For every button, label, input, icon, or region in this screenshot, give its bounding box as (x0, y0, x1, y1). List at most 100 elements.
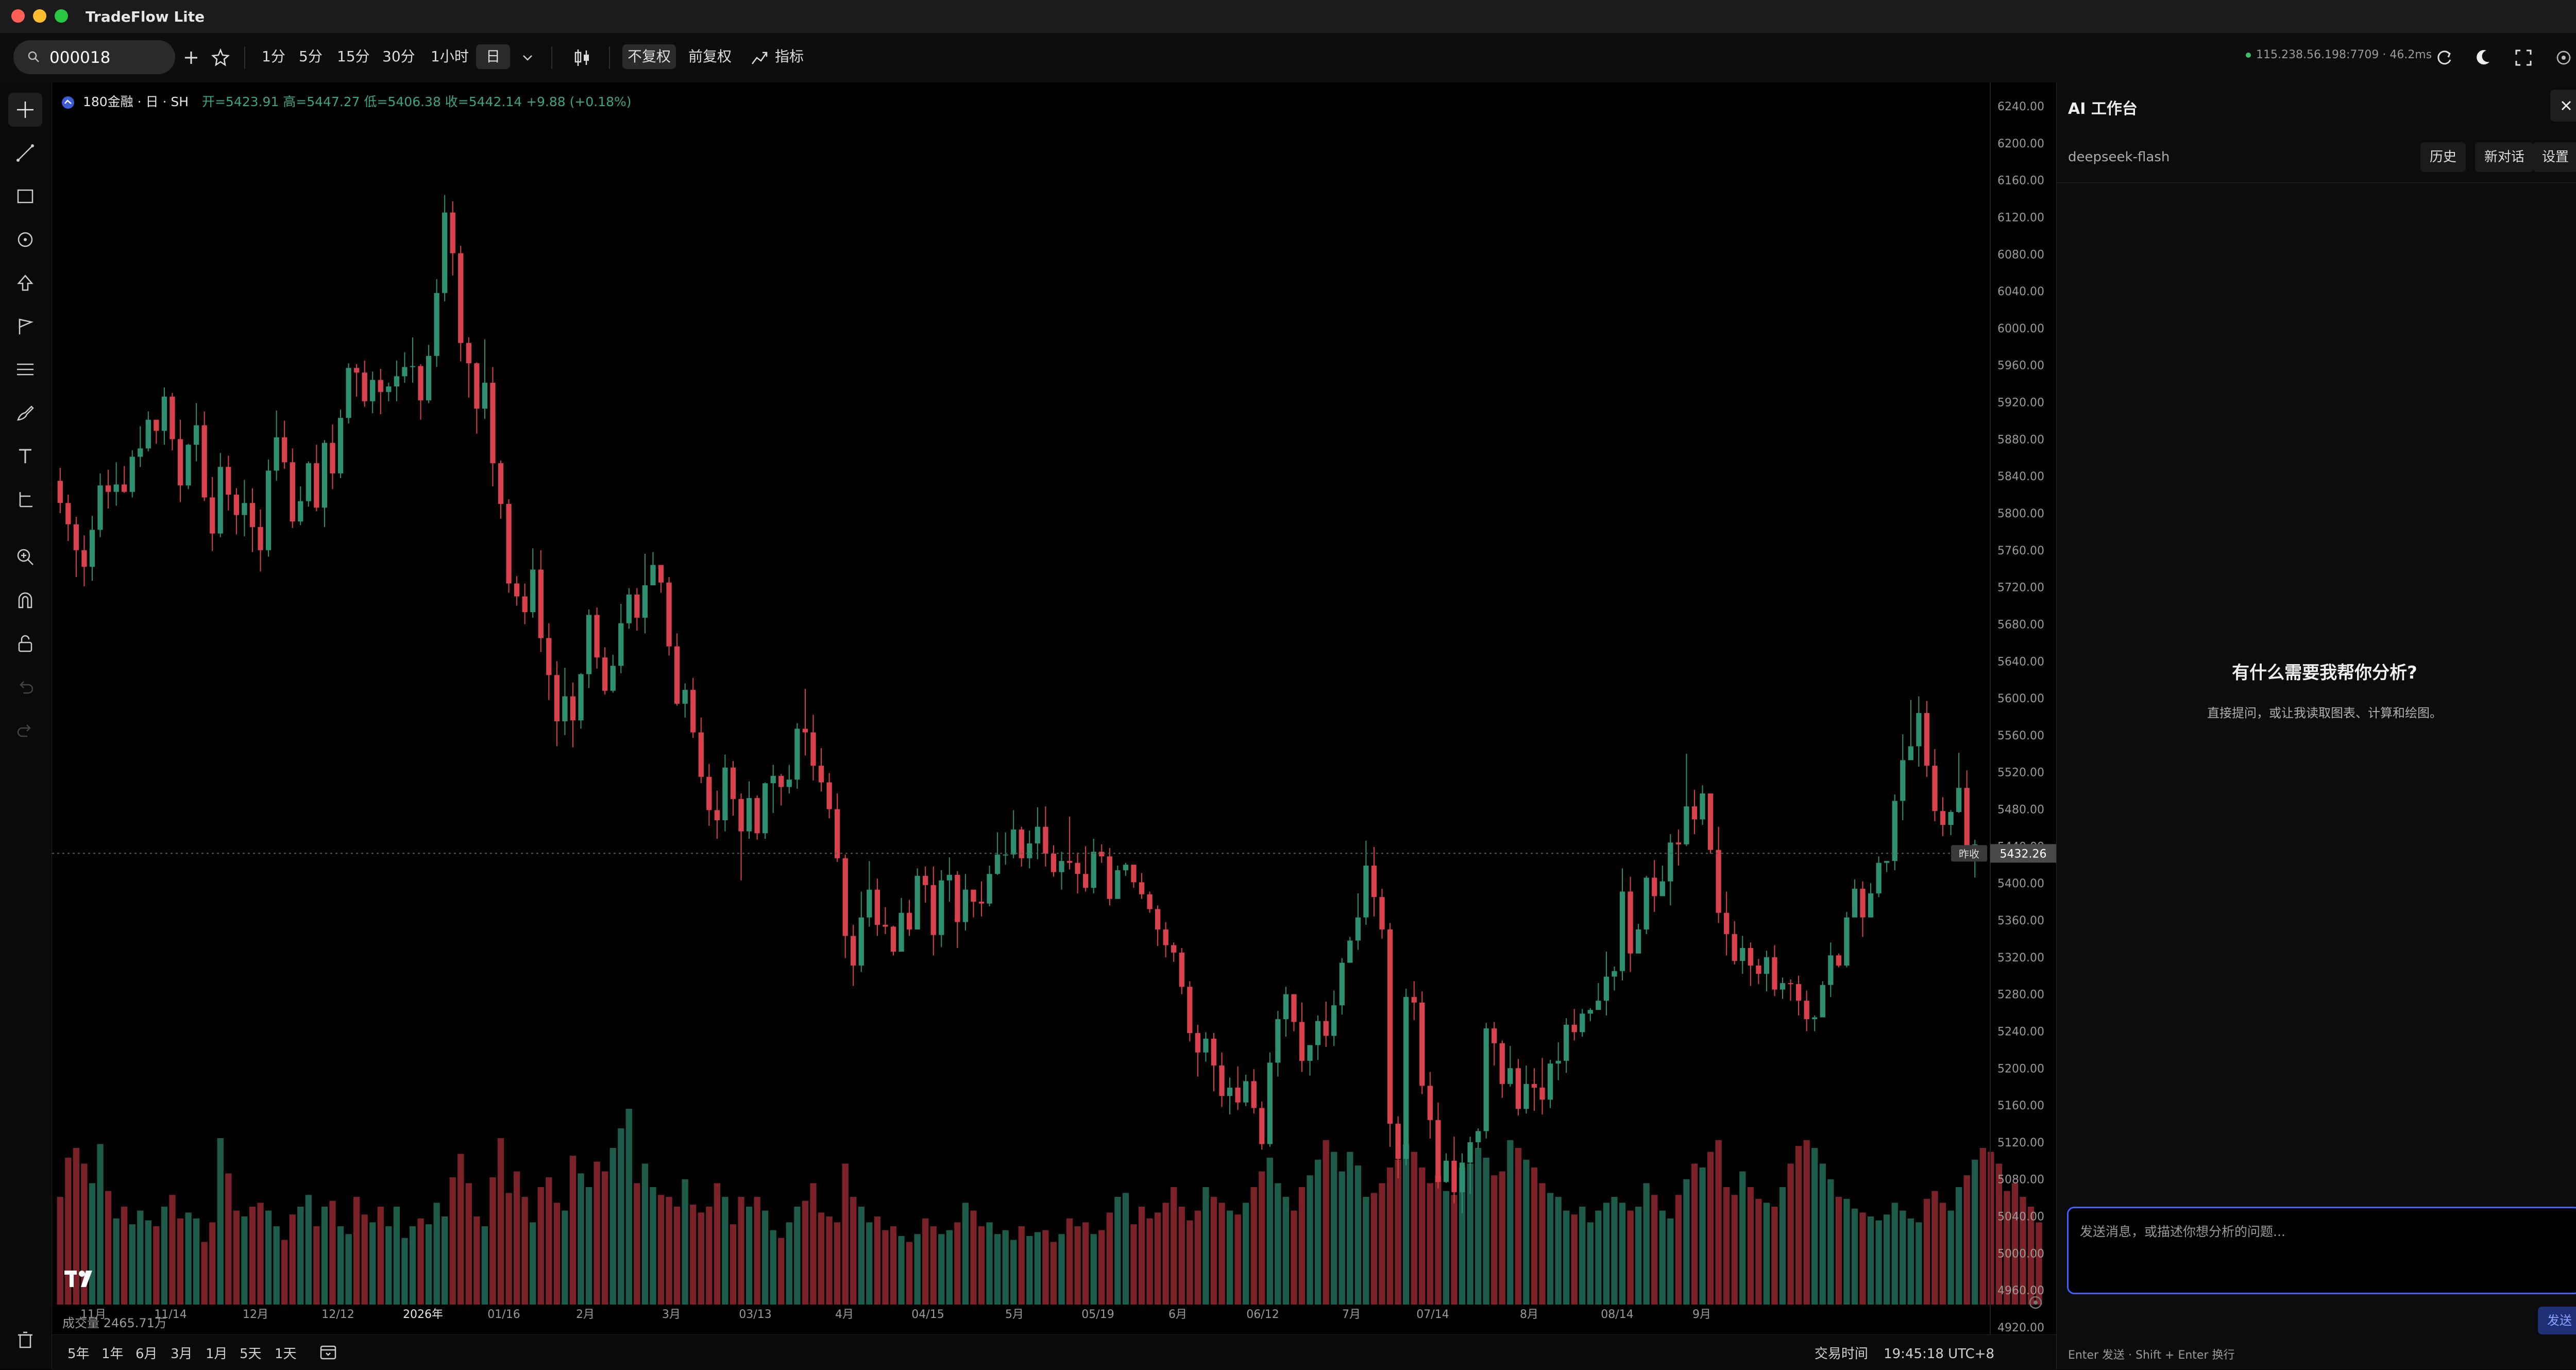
lock-tool-button[interactable] (8, 627, 42, 661)
volume-bar (537, 1187, 544, 1305)
indicators-button[interactable]: 指标 (775, 48, 804, 65)
rectangle-tool-button[interactable] (8, 179, 42, 213)
candle-style-icon[interactable] (572, 45, 592, 70)
interval-5m[interactable]: 5分 (299, 48, 323, 65)
volume-bar (1250, 1187, 1257, 1305)
circle-tool-button[interactable] (8, 223, 42, 257)
candle-body (1628, 891, 1633, 954)
interval-day[interactable]: 日 (476, 44, 510, 69)
volume-bar (874, 1216, 881, 1305)
candlestick-chart[interactable]: 6240.00 6200.00 6160.00 6120.00 6080.00 6040.… (52, 82, 2056, 1334)
ai-history-button[interactable]: 历史 (2420, 142, 2466, 172)
candle-body (274, 437, 279, 471)
target-icon[interactable] (2552, 45, 2575, 70)
brush-tool-button[interactable] (8, 396, 42, 430)
trash-icon (18, 1331, 32, 1348)
interval-1h[interactable]: 1小时 (431, 48, 469, 65)
window-close-button[interactable] (11, 9, 25, 23)
range-1y[interactable]: 1年 (101, 1346, 124, 1362)
candle-body (1740, 948, 1745, 961)
candle-body (786, 780, 792, 787)
volume-bar (1867, 1216, 1874, 1305)
candle-body (1475, 1131, 1481, 1142)
crosshair-tool-button[interactable] (8, 93, 42, 127)
calendar-icon[interactable] (319, 1343, 337, 1361)
candle-body (634, 595, 640, 618)
volume-bar (73, 1148, 80, 1305)
range-3m[interactable]: 3月 (171, 1346, 193, 1362)
candle-body (1019, 830, 1024, 858)
zoom-tool-button[interactable] (8, 540, 42, 574)
indicator-icon[interactable] (750, 45, 769, 70)
ai-send-button[interactable]: 发送 (2538, 1307, 2576, 1334)
window-minimize-button[interactable] (33, 9, 46, 23)
redo-button[interactable] (8, 713, 42, 747)
delete-drawings-button[interactable] (8, 1323, 42, 1357)
range-1d[interactable]: 1天 (275, 1346, 297, 1362)
zoom-icon (17, 549, 33, 565)
price-tick-label: 5200.00 (1997, 1062, 2044, 1075)
adjust-forward-button[interactable]: 前复权 (688, 48, 732, 65)
window-maximize-button[interactable] (55, 9, 68, 23)
candle-body (994, 854, 1001, 874)
range-6m[interactable]: 6月 (135, 1346, 158, 1362)
candle-body (1459, 1162, 1465, 1192)
candle-body (1900, 760, 1906, 801)
candle-body (1331, 1005, 1337, 1036)
candle-body (538, 569, 544, 638)
time-tick-label: 01/16 (487, 1308, 520, 1321)
volume-bar (938, 1234, 945, 1305)
text-tool-button[interactable] (8, 439, 42, 473)
range-1m[interactable]: 1月 (206, 1346, 228, 1362)
favorite-star-icon[interactable] (211, 45, 230, 70)
fullscreen-icon[interactable] (2512, 45, 2535, 70)
volume-bar (1034, 1232, 1041, 1305)
price-tick-label: 4920.00 (1997, 1322, 2044, 1334)
ai-message-input[interactable]: 发送消息，或描述你想分析的问题... (2067, 1207, 2576, 1294)
volume-bar (1370, 1193, 1378, 1305)
price-tick-label: 6160.00 (1997, 175, 2044, 188)
volume-bar (97, 1144, 104, 1305)
ai-close-button[interactable] (2550, 90, 2576, 122)
interval-1m[interactable]: 1分 (262, 48, 285, 65)
candle-body (1043, 826, 1048, 854)
ai-settings-button[interactable]: 设置 (2533, 142, 2576, 172)
volume-bar (425, 1224, 432, 1305)
plus-icon[interactable] (182, 45, 200, 70)
candle-body (818, 766, 824, 783)
toolbar-divider (551, 46, 552, 69)
range-5d[interactable]: 5天 (240, 1346, 262, 1362)
volume-bar (1843, 1198, 1850, 1305)
candle-body (1748, 948, 1753, 966)
refresh-icon[interactable] (2433, 45, 2455, 70)
volume-bar (585, 1187, 592, 1305)
volume-bar (1002, 1230, 1009, 1305)
time-tick-label: 5月 (1005, 1308, 1024, 1321)
candle-body (978, 902, 985, 904)
volume-bar (1835, 1197, 1842, 1305)
chart-settings-icon[interactable] (2026, 1293, 2045, 1312)
moon-icon[interactable] (2472, 45, 2495, 70)
arrow-tool-button[interactable] (8, 266, 42, 300)
candle-body (690, 689, 696, 733)
adjust-none-button[interactable]: 不复权 (622, 44, 676, 69)
measure-tool-button[interactable] (8, 482, 42, 516)
undo-button[interactable] (8, 670, 42, 704)
flag-tool-button[interactable] (8, 309, 42, 343)
parallel-lines-tool-button[interactable] (8, 352, 42, 386)
ai-new-chat-button[interactable]: 新对话 (2475, 142, 2534, 172)
time-tick-label: 2月 (576, 1308, 595, 1321)
ai-model-name[interactable]: deepseek-flash (2068, 149, 2170, 165)
interval-30m[interactable]: 30分 (382, 48, 415, 65)
magnet-tool-button[interactable] (8, 583, 42, 617)
trendline-tool-button[interactable] (8, 136, 42, 170)
candle-body (1299, 1022, 1305, 1061)
price-tick-label: 6200.00 (1997, 138, 2044, 150)
volume-bar (1451, 1195, 1458, 1305)
symbol-search-input[interactable]: 000018 (13, 40, 175, 74)
chevron-down-icon[interactable] (518, 45, 537, 70)
volume-bar (802, 1200, 809, 1305)
price-chart[interactable]: 6240.00 6200.00 6160.00 6120.00 6080.00 6040.… (52, 82, 2056, 1334)
range-5y[interactable]: 5年 (67, 1346, 90, 1362)
interval-15m[interactable]: 15分 (337, 48, 370, 65)
